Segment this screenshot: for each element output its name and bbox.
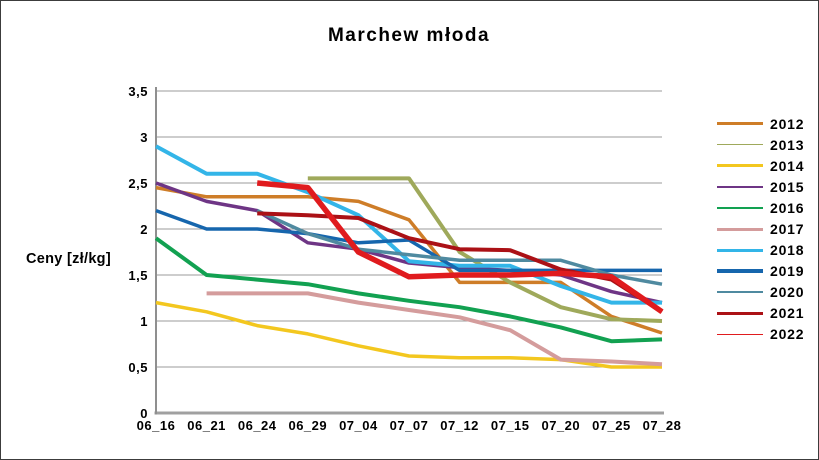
- x-tick-label: 07_25: [592, 418, 631, 433]
- x-tick-label: 06_24: [238, 418, 277, 433]
- x-tick-label: 06_16: [137, 418, 176, 433]
- legend-item-2021: 2021: [717, 303, 804, 324]
- x-tick-label: 07_07: [390, 418, 429, 433]
- legend-item-2017: 2017: [717, 218, 804, 239]
- legend-swatch-2014: [717, 164, 763, 168]
- legend-swatch-2018: [717, 248, 763, 252]
- y-axis-label: Ceny [zł/kg]: [26, 251, 111, 267]
- x-tick-label: 07_04: [339, 418, 378, 433]
- legend-item-2018: 2018: [717, 240, 804, 261]
- legend-label: 2015: [770, 178, 805, 195]
- x-tick-label: 06_29: [288, 418, 327, 433]
- x-tick-label: 07_28: [643, 418, 682, 433]
- y-tick-label: 2: [140, 222, 148, 237]
- series-line-2017: [206, 291, 663, 367]
- y-tick-label: 3: [140, 130, 148, 145]
- legend-label: 2012: [770, 115, 805, 132]
- y-tick-label: 0,5: [128, 360, 148, 375]
- legend-label: 2022: [770, 326, 805, 343]
- legend-label: 2020: [770, 284, 805, 301]
- y-tick-label: 0: [140, 406, 148, 421]
- x-tick-label: 07_15: [491, 418, 530, 433]
- x-tick-label: 07_12: [440, 418, 479, 433]
- y-tick-label: 2,5: [128, 176, 148, 191]
- legend-label: 2014: [770, 157, 805, 174]
- x-tick-label: 07_20: [541, 418, 580, 433]
- y-tick-label: 1,5: [128, 268, 148, 283]
- series-line-2022: [256, 180, 664, 315]
- legend-swatch-2020: [717, 291, 763, 294]
- series-line-2015: [155, 181, 663, 305]
- chart-title: Marchew młoda: [327, 25, 491, 46]
- legend-label: 2013: [770, 136, 805, 153]
- legend-swatch-2022: [717, 333, 763, 335]
- legend-swatch-2021: [717, 311, 763, 315]
- legend-swatch-2019: [717, 269, 763, 274]
- series-line-2012: [155, 185, 663, 335]
- legend-item-2022: 2022: [717, 324, 804, 345]
- x-tick-label: 06_21: [187, 418, 226, 433]
- legend-swatch-2016: [717, 206, 763, 209]
- legend-label: 2021: [770, 305, 805, 322]
- legend-item-2019: 2019: [717, 261, 804, 282]
- legend-label: 2019: [770, 263, 805, 280]
- legend-swatch-2015: [717, 185, 763, 188]
- legend-label: 2016: [770, 199, 805, 216]
- legend-item-2020: 2020: [717, 282, 804, 303]
- legend-swatch-2012: [717, 122, 763, 126]
- series-line-2018: [155, 144, 662, 305]
- legend-item-2012: 2012: [717, 113, 804, 134]
- y-tick-label: 1: [140, 314, 148, 329]
- legend-item-2013: 2013: [717, 134, 804, 155]
- series-line-2016: [154, 236, 663, 344]
- legend-swatch-2013: [717, 144, 763, 146]
- legend-swatch-2017: [717, 227, 763, 231]
- legend-label: 2017: [770, 221, 805, 238]
- legend-item-2014: 2014: [717, 155, 804, 176]
- legend-item-2015: 2015: [717, 176, 804, 197]
- legend-label: 2018: [770, 242, 805, 259]
- legend-item-2016: 2016: [717, 197, 804, 218]
- y-tick-label: 3,5: [128, 84, 148, 99]
- series-line-2020: [256, 209, 663, 286]
- legend: 2012 2013 2014 2015 2016 2017 2018 2019 2020 2021…: [717, 113, 804, 345]
